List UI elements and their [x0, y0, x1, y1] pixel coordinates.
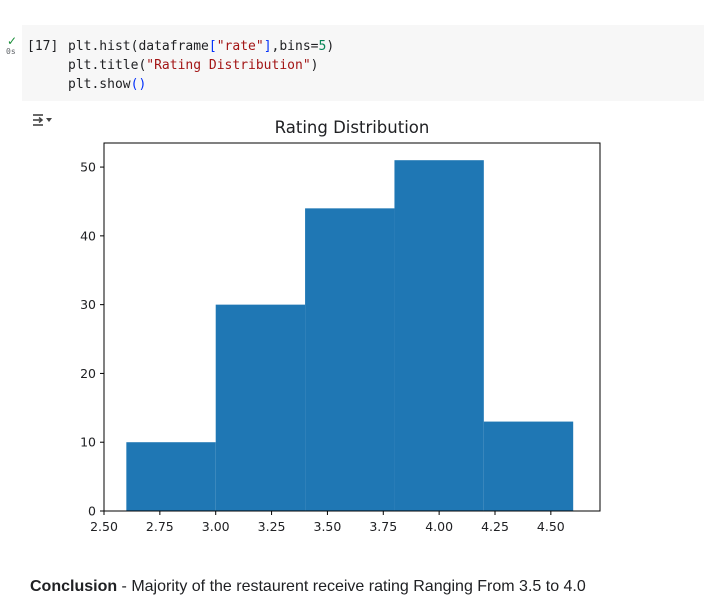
execution-count: [17] [27, 39, 59, 54]
code-line: plt.title("Rating Distribution") [68, 56, 334, 75]
x-tick-label: 3.50 [314, 519, 342, 534]
y-tick-label: 20 [80, 366, 96, 381]
histogram-bar [394, 160, 484, 511]
code-token: 5 [318, 39, 327, 54]
conclusion-body: - Majority of the restaurent receive rat… [117, 578, 586, 595]
output-collapse-button[interactable] [30, 110, 54, 130]
x-tick-label: 2.75 [146, 519, 174, 534]
y-tick-label: 10 [80, 435, 96, 450]
code-token: "rate" [216, 39, 264, 54]
code-token: ,bins= [271, 39, 319, 54]
x-tick-label: 4.25 [481, 519, 509, 534]
y-tick-label: 30 [80, 297, 96, 312]
y-tick-label: 40 [80, 228, 96, 243]
code-token: plt.show [68, 77, 131, 92]
execution-time: 0s [6, 47, 16, 56]
histogram-bar [305, 208, 395, 511]
code-line: plt.show() [68, 75, 334, 94]
y-tick-label: 50 [80, 160, 96, 175]
conclusion-label: Conclusion [30, 578, 118, 595]
x-tick-label: 3.25 [258, 519, 286, 534]
x-tick-label: 2.50 [90, 519, 118, 534]
histogram-bar [215, 304, 306, 511]
x-tick-label: 3.00 [202, 519, 230, 534]
code-token: ] [263, 39, 272, 54]
code-line: plt.hist(dataframe["rate"],bins=5) [68, 37, 334, 56]
conclusion-text: Conclusion - Majority of the restaurent … [30, 577, 586, 597]
code-cell[interactable]: [17] plt.hist(dataframe["rate"],bins=5) p… [22, 25, 704, 101]
histogram-chart: Rating Distribution 2.50 2.75 3.00 3.25 3.50… [80, 118, 601, 534]
histogram-bar [483, 421, 574, 511]
code-token: ) [310, 58, 319, 73]
code-token: [ [208, 39, 217, 54]
x-tick-label: 4.50 [537, 519, 565, 534]
code-editor[interactable]: plt.hist(dataframe["rate"],bins=5) plt.ti… [68, 37, 334, 94]
code-token: plt.title( [68, 58, 147, 73]
histogram-bar [126, 442, 216, 511]
check-icon: ✓ [7, 34, 18, 48]
code-token: plt.hist(dataframe [68, 39, 209, 54]
code-token: "Rating Distribution" [146, 58, 311, 73]
y-tick-label: 0 [88, 504, 96, 519]
chart-title: Rating Distribution [275, 118, 430, 137]
x-tick-label: 3.75 [369, 519, 397, 534]
output-collapse-icon [33, 114, 52, 126]
code-token: () [130, 77, 147, 92]
plot-frame [103, 142, 601, 512]
cell-status[interactable]: ✓ 0s [4, 34, 20, 60]
x-tick-label: 4.00 [425, 519, 453, 534]
code-token: ) [326, 39, 335, 54]
